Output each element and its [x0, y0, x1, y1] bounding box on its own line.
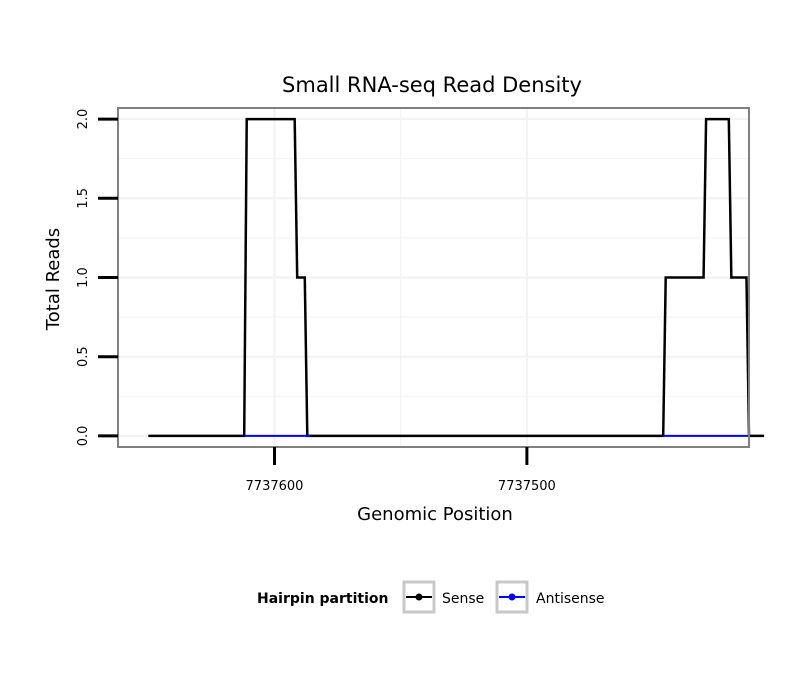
- grid: [118, 108, 749, 447]
- x-tick-label: 7737500: [498, 479, 556, 494]
- y-axis: 0.0 0.5 1.0 1.5 2.0: [76, 109, 118, 447]
- legend-label-antisense: Antisense: [536, 591, 605, 607]
- legend-point-sense: [415, 593, 423, 601]
- y-tick-label: 1.5: [76, 188, 91, 209]
- y-tick-label: 1.0: [76, 267, 91, 288]
- x-tick-label: 7737600: [246, 479, 304, 494]
- chart-title: Small RNA-seq Read Density: [282, 73, 582, 97]
- y-tick-label: 2.0: [76, 109, 91, 130]
- x-axis-title: Genomic Position: [357, 504, 513, 525]
- legend-item-sense: Sense: [402, 580, 484, 614]
- y-tick-label: 0.5: [76, 346, 91, 367]
- legend-label-sense: Sense: [442, 591, 484, 607]
- series-lines: [148, 117, 765, 438]
- y-tick-label: 0.0: [76, 426, 91, 447]
- y-axis-title: Total Reads: [43, 228, 64, 331]
- legend-point-antisense: [508, 593, 516, 601]
- legend-title: Hairpin partition: [257, 591, 388, 607]
- legend: Hairpin partition Sense Antisense: [257, 580, 605, 614]
- x-axis: 7737600 7737500: [246, 447, 556, 494]
- legend-item-antisense: Antisense: [495, 580, 605, 614]
